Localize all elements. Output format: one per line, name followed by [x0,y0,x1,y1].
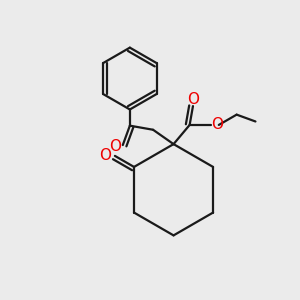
Text: O: O [100,148,112,164]
Text: O: O [187,92,199,107]
Text: O: O [110,139,122,154]
Text: O: O [211,117,223,132]
